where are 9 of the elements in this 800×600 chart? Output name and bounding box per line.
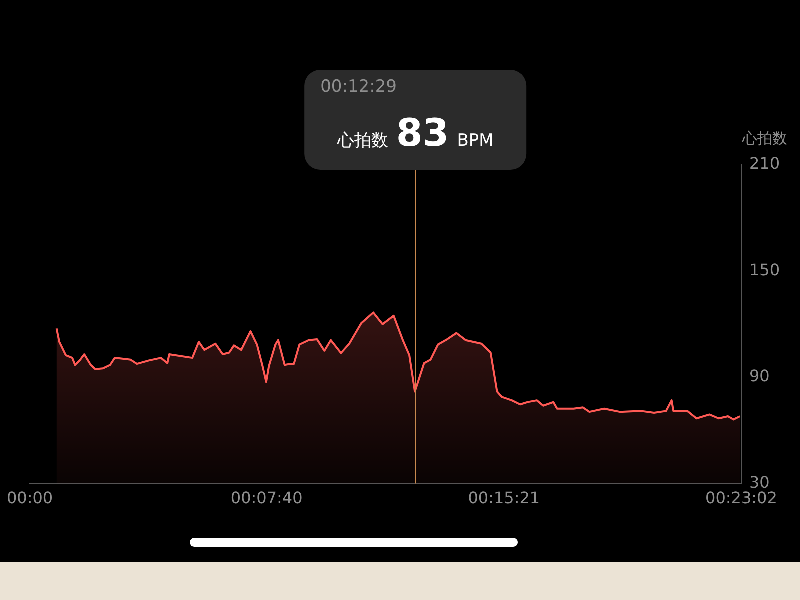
text: 00:12:29 [320, 77, 397, 97]
y-tick-label: 90 [749, 366, 770, 386]
y-tick-label: 210 [749, 154, 780, 174]
x-tick-label: 00:15:21 [468, 488, 540, 508]
x-tick-label: 00:07:40 [230, 488, 303, 508]
x-tick-label: 00:00 [6, 488, 54, 508]
y-tick-label: 150 [749, 260, 780, 280]
text: 心拍数 83 BPM [336, 111, 494, 155]
y-axis-title: 心拍数 [741, 129, 788, 148]
